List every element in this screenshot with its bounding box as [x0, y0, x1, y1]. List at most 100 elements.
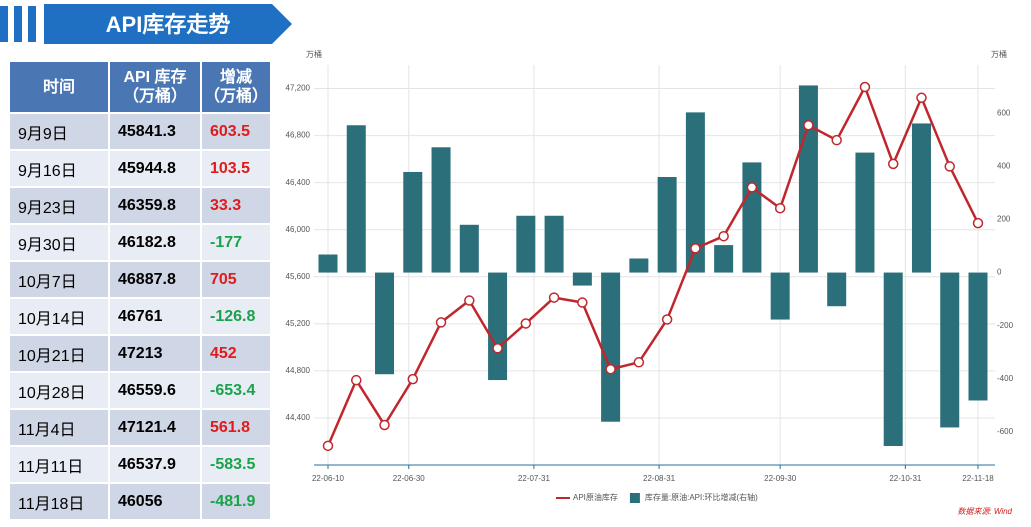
point [859, 81, 871, 93]
bar [770, 272, 790, 320]
y2-tick-label: -400 [997, 374, 1014, 383]
table-row: 11月18日 46056 -481.9 [10, 484, 270, 519]
point [774, 202, 786, 214]
title: API库存走势 [106, 12, 231, 37]
bar [629, 258, 649, 273]
table-cell: 10月28日 [10, 373, 108, 408]
table-cell: 46761 [110, 299, 200, 334]
table-row: 10月7日 46887.8 705 [10, 262, 270, 297]
table-cell: 452 [202, 336, 270, 371]
table-body: 9月9日 45841.3 603.5 9月16日 45944.8 103.5 9月23日 46… [10, 114, 270, 519]
title-shape [44, 4, 292, 44]
bar [601, 272, 621, 422]
table-cell: 10月7日 [10, 262, 108, 297]
bar [516, 215, 536, 273]
point [548, 292, 560, 303]
source: 数据来源: Wind [957, 507, 1012, 516]
point [407, 373, 419, 385]
point [916, 92, 927, 104]
bar [685, 112, 705, 273]
point [379, 419, 390, 431]
stripe [28, 6, 36, 42]
x-tick-label: 22-10-31 [889, 474, 922, 483]
table-cell: 9月16日 [10, 151, 108, 186]
y2-unit-label: 万桶 [991, 49, 1007, 59]
table-cell: -126.8 [202, 299, 270, 334]
table-cell: 9月23日 [10, 188, 108, 223]
line [326, 85, 980, 447]
bar [911, 123, 931, 273]
x-tick-label: 22-08-31 [643, 474, 676, 483]
table-cell: 47213 [110, 336, 200, 371]
y2-tick-label: 600 [997, 108, 1011, 117]
header-cell: 增减 （万桶） [202, 62, 270, 112]
table-row: 9月16日 45944.8 103.5 [10, 151, 270, 186]
point [718, 230, 729, 242]
table-cell: 45944.8 [110, 151, 200, 186]
point [972, 217, 984, 229]
table-row: 9月23日 46359.8 33.3 [10, 188, 270, 223]
bar [403, 171, 423, 273]
bar [798, 85, 818, 273]
table-cell: 11月18日 [10, 484, 108, 519]
table-cell: 46887.8 [110, 262, 200, 297]
table-cell: 705 [202, 262, 270, 297]
x-tick-label: 22-11-18 [962, 474, 994, 483]
y2-tick-label: -200 [997, 321, 1014, 330]
y-tick-label: 44,400 [286, 413, 311, 422]
banner: API库存走势 [0, 4, 292, 44]
table-cell: 11月11日 [10, 447, 108, 482]
table-row: 9月9日 45841.3 603.5 [10, 114, 270, 149]
table-cell: 10月21日 [10, 336, 108, 371]
table-row: 11月4日 47121.4 561.8 [10, 410, 270, 445]
y-tick-label: 45,600 [286, 272, 311, 281]
bar [572, 272, 592, 286]
legend-swatch [629, 493, 640, 503]
point [887, 158, 899, 170]
point [690, 243, 701, 254]
point [831, 134, 842, 146]
y2-tick-label: 400 [997, 162, 1011, 171]
bar [657, 177, 677, 273]
y-tick-label: 44,800 [286, 366, 311, 375]
x-tick-label: 22-06-10 [312, 474, 345, 483]
table-cell: 103.5 [202, 151, 270, 186]
table-cell: -177 [202, 225, 270, 260]
bar [544, 215, 564, 273]
point [520, 318, 532, 329]
table-cell: 9月9日 [10, 114, 108, 149]
point [605, 363, 616, 375]
table-cell: 46182.8 [110, 225, 200, 260]
legend-label: API原油库存 [573, 492, 618, 502]
y-tick-label: 45,200 [286, 319, 311, 328]
y-tick-label: 47,200 [286, 84, 311, 93]
x-tick-label: 22-07-31 [518, 474, 551, 483]
bar [714, 245, 734, 273]
point [464, 295, 475, 306]
point [351, 374, 362, 386]
bar [883, 272, 903, 446]
point [661, 314, 673, 325]
x-tick-label: 22-06-30 [393, 474, 426, 483]
point [322, 440, 334, 452]
table-cell: -653.4 [202, 373, 270, 408]
bar [431, 147, 451, 273]
point [633, 357, 645, 368]
table-row: 9月30日 46182.8 -177 [10, 225, 270, 260]
table: 时间 API 库存 （万桶） 增减 （万桶） 9月9日 45841.3 603.5 9… [8, 60, 272, 521]
table-cell: -583.5 [202, 447, 270, 482]
legend-label: 库存量:原油:API:环比增减(右轴) [645, 492, 758, 502]
x-tick-label: 22-09-30 [764, 474, 797, 483]
bar [968, 272, 988, 401]
table-cell: 561.8 [202, 410, 270, 445]
bar [318, 254, 338, 273]
table-row: 10月14日 46761 -126.8 [10, 299, 270, 334]
table-cell: 45841.3 [110, 114, 200, 149]
bar [459, 224, 479, 273]
bar [940, 272, 960, 428]
bar [346, 125, 366, 273]
table-cell: 47121.4 [110, 410, 200, 445]
bar [827, 272, 847, 307]
table-row: 11月11日 46537.9 -583.5 [10, 447, 270, 482]
